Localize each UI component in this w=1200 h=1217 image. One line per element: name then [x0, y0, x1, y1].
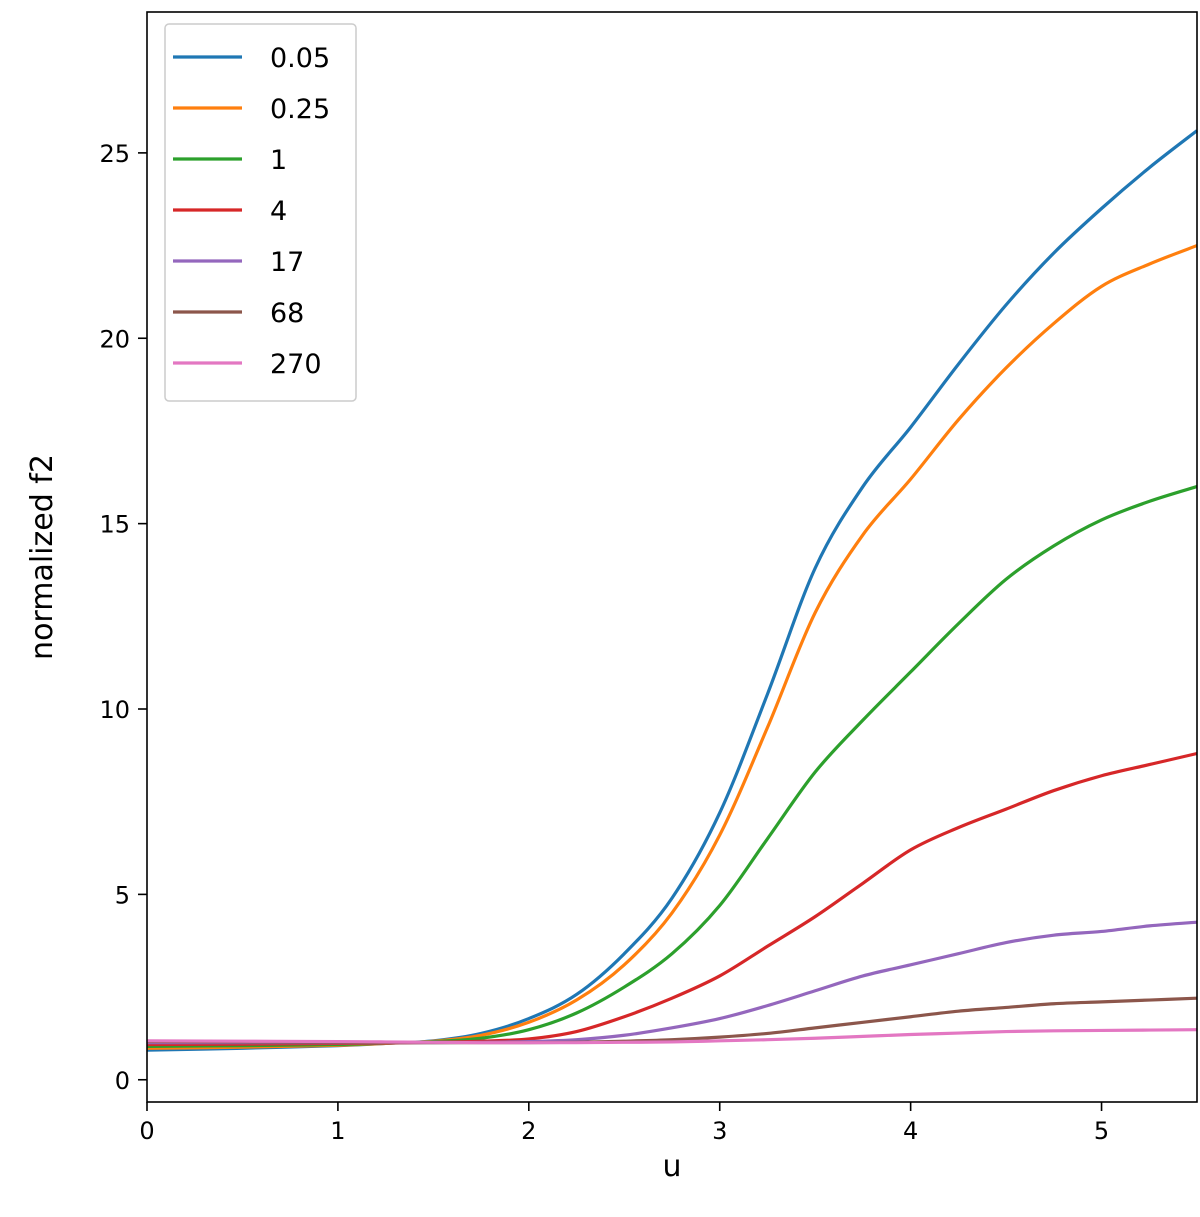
- y-tick-label: 15: [99, 511, 130, 539]
- legend-entry-label: 17: [270, 247, 304, 278]
- y-tick-label: 5: [115, 881, 130, 909]
- plot-frame: [146, 11, 1198, 1103]
- legend: 0.05 0.25 1 4 17 68 270: [164, 23, 357, 402]
- y-tick-label: 10: [99, 696, 130, 724]
- x-tick-label: 1: [330, 1117, 345, 1145]
- y-axis-ticks: 0 5 10 15 20 25: [99, 140, 147, 1095]
- y-tick-label: 20: [99, 325, 130, 353]
- series-line-68: [146, 996, 1198, 1045]
- x-tick-label: 3: [712, 1117, 727, 1145]
- x-tick-label: 4: [903, 1117, 918, 1145]
- x-axis-label: u: [662, 1149, 681, 1184]
- y-tick-label: 0: [115, 1067, 130, 1095]
- legend-entry-label: 270: [270, 349, 322, 380]
- legend-entry-label: 0.25: [270, 94, 330, 125]
- series-line-1: [146, 485, 1198, 1048]
- legend-entry-label: 0.05: [270, 43, 330, 74]
- legend-entry-label: 4: [270, 196, 287, 227]
- x-tick-label: 0: [139, 1117, 154, 1145]
- legend-entry-label: 68: [270, 298, 304, 329]
- legend-box: [164, 23, 357, 402]
- x-tick-label: 5: [1094, 1117, 1109, 1145]
- y-tick-label: 25: [99, 140, 130, 168]
- x-tick-label: 2: [521, 1117, 536, 1145]
- plot-lines: [146, 129, 1198, 1052]
- series-line-17: [147, 920, 1198, 1045]
- x-axis-ticks: 0 1 2 3 4 5: [139, 1102, 1109, 1145]
- legend-entry-label: 1: [270, 145, 287, 176]
- y-axis-label: normalized f2: [25, 454, 60, 660]
- series-line-270: [146, 1028, 1198, 1045]
